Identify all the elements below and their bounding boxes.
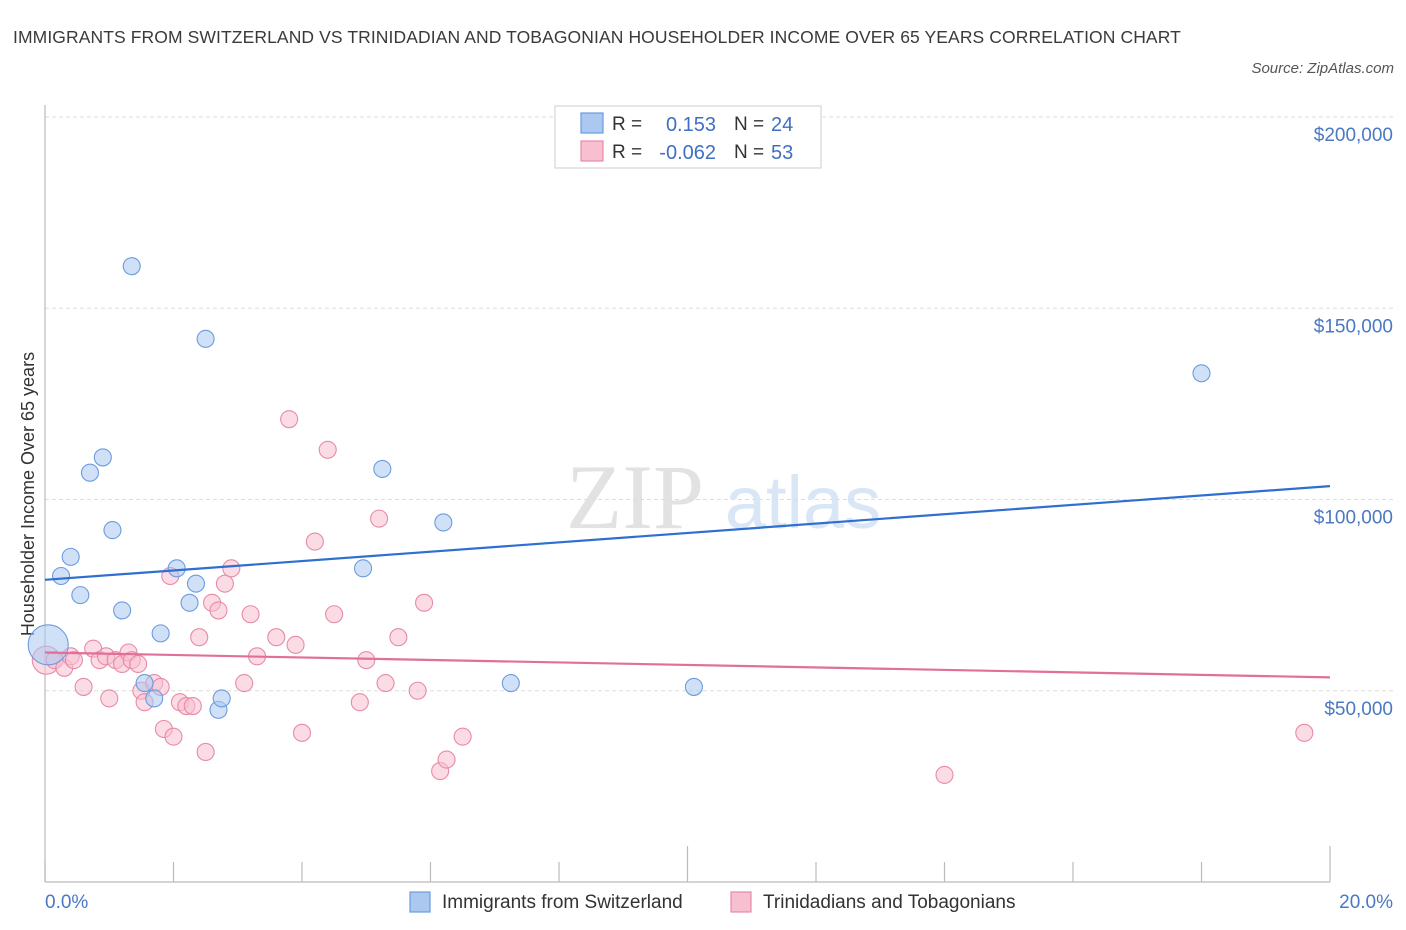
x-tick-min: 0.0%: [45, 892, 88, 913]
trinidadians-point-40: [325, 605, 344, 624]
switzerland-point-6: [103, 521, 122, 540]
switzerland-point-21: [501, 674, 520, 693]
switzerland-point-20: [434, 513, 453, 532]
correlation-legend: R = 0.153 N = 24 R = -0.062 N = 53: [554, 105, 822, 169]
legend-n-value-blue: 24: [771, 114, 793, 136]
trinidadians-point-31: [235, 674, 254, 693]
y-tick-label-2: $150,000: [1314, 316, 1393, 337]
trinidadians-point-42: [357, 651, 376, 670]
switzerland-point-3: [71, 586, 90, 605]
series-switzerland-points: [27, 257, 1211, 719]
switzerland-point-8: [122, 257, 141, 276]
legend-n-label-pink: N =: [734, 142, 764, 163]
trend-lines: [44, 485, 1331, 679]
trinidadians-point-49: [437, 750, 456, 769]
switzerland-trend-line: [44, 485, 1331, 581]
trinidadians-point-52: [1295, 723, 1314, 742]
trinidadians-point-41: [350, 693, 369, 712]
bottom-legend-swatch-pink: [730, 891, 752, 913]
trinidadians-point-5: [74, 677, 93, 696]
trinidadians-point-32: [241, 605, 260, 624]
switzerland-point-18: [353, 559, 373, 578]
switzerland-point-10: [145, 689, 164, 708]
trinidadians-point-4: [64, 651, 83, 670]
switzerland-point-17: [212, 689, 231, 708]
trinidadians-point-14: [129, 654, 148, 674]
switzerland-point-0: [27, 624, 69, 666]
gridlines: [45, 116, 1395, 692]
trinidadians-point-28: [209, 601, 228, 620]
switzerland-point-4: [80, 463, 100, 482]
trinidadians-point-30: [222, 559, 241, 578]
trinidadians-point-29: [215, 574, 234, 593]
trinidadians-point-47: [415, 593, 434, 612]
switzerland-point-5: [93, 448, 112, 467]
trinidadians-point-21: [164, 727, 183, 746]
trinidadians-point-35: [280, 410, 299, 429]
switzerland-point-1: [52, 566, 71, 586]
switzerland-point-2: [61, 547, 80, 566]
x-tick-max: 20.0%: [1339, 892, 1393, 913]
trinidadians-point-37: [292, 723, 312, 742]
switzerland-point-14: [186, 574, 206, 593]
switzerland-point-13: [180, 593, 199, 612]
legend-r-label-pink: R =: [612, 142, 642, 163]
trinidadians-point-39: [318, 440, 337, 459]
switzerland-point-19: [373, 459, 392, 478]
watermark-atlas: atlas: [725, 461, 881, 544]
legend-swatch-pink: [580, 140, 604, 162]
trinidadians-point-51: [935, 765, 954, 784]
switzerland-point-12: [167, 559, 186, 578]
switzerland-point-23: [1192, 364, 1211, 383]
trinidadians-point-24: [183, 696, 202, 716]
switzerland-point-7: [113, 601, 132, 620]
y-tick-label-0: $50,000: [1324, 699, 1393, 720]
chart-title: IMMIGRANTS FROM SWITZERLAND VS TRINIDADI…: [13, 27, 1181, 47]
trinidadians-point-50: [453, 727, 472, 746]
trinidadians-point-43: [370, 509, 389, 528]
watermark-zip: ZIP: [566, 446, 704, 548]
legend-r-label-blue: R =: [612, 114, 642, 135]
legend-n-value-pink: 53: [771, 142, 793, 164]
switzerland-point-11: [151, 624, 170, 643]
bottom-legend-swatch-blue: [409, 891, 431, 913]
trinidadians-point-26: [196, 742, 215, 762]
trinidadians-point-38: [305, 532, 324, 551]
y-tick-label-1: $100,000: [1314, 508, 1393, 529]
switzerland-point-22: [684, 677, 703, 696]
bottom-legend-label-pink: Trinidadians and Tobagonians: [763, 892, 1015, 913]
trinidadians-point-9: [100, 689, 119, 708]
trinidadians-point-34: [267, 628, 286, 647]
legend-r-value-pink: -0.062: [659, 142, 716, 164]
bottom-legend-label-blue: Immigrants from Switzerland: [442, 892, 683, 913]
trinidadians-point-46: [408, 681, 427, 700]
y-axis-label: Householder Income Over 65 years: [18, 352, 38, 636]
y-tick-labels: $50,000 $100,000 $150,000 $200,000: [1314, 125, 1393, 720]
trinidadians-point-25: [190, 628, 209, 647]
trinidadians-trend-line: [44, 651, 1331, 679]
switzerland-point-9: [135, 674, 154, 693]
legend-r-value-blue: 0.153: [666, 114, 716, 136]
trinidadians-point-36: [286, 635, 305, 654]
axes: [44, 105, 1331, 883]
legend-n-label-blue: N =: [734, 114, 764, 135]
legend-swatch-blue: [580, 112, 604, 134]
y-tick-label-3: $200,000: [1314, 125, 1393, 146]
switzerland-point-15: [196, 329, 215, 348]
series-legend: Immigrants from Switzerland Trinidadians…: [409, 891, 1015, 913]
source-credit: Source: ZipAtlas.com: [1251, 60, 1394, 77]
trinidadians-point-44: [376, 674, 395, 693]
trinidadians-point-45: [389, 628, 408, 647]
